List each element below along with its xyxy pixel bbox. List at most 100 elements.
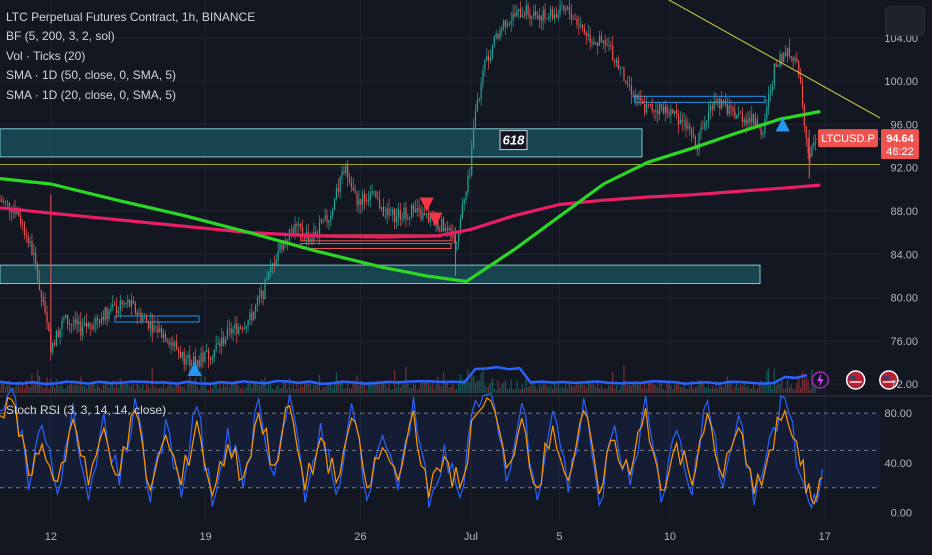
- volume-bar: [578, 384, 580, 393]
- candle-body: [523, 15, 525, 17]
- candle-body: [495, 33, 497, 37]
- candle-body: [161, 328, 163, 338]
- volume-bar: [796, 382, 798, 393]
- candle-body: [439, 229, 441, 232]
- candle-body: [256, 298, 259, 306]
- volume-bar: [655, 385, 657, 393]
- volume-bar: [531, 383, 533, 393]
- volume-bar: [61, 382, 63, 393]
- candle-body: [796, 58, 798, 63]
- volume-bar: [760, 380, 762, 393]
- candle-body: [176, 342, 178, 350]
- volume-bar: [769, 382, 772, 393]
- volume-bar: [20, 387, 22, 393]
- legend-indicator-bf[interactable]: BF (5, 200, 3, 2, sol): [6, 29, 115, 44]
- candle-body: [728, 106, 730, 114]
- volume-bar: [801, 371, 804, 393]
- candle-body: [751, 114, 753, 123]
- volume-bar: [747, 386, 749, 393]
- candle-body: [542, 9, 544, 21]
- candle-body: [548, 15, 550, 19]
- volume-bar: [89, 384, 91, 393]
- volume-bar: [446, 381, 448, 393]
- candle-body: [429, 215, 431, 222]
- volume-bar: [657, 387, 659, 393]
- candle-body: [628, 84, 631, 86]
- volume-bar: [473, 375, 475, 393]
- candle-body: [602, 40, 604, 43]
- candle-body: [115, 304, 118, 314]
- candle-body: [559, 5, 561, 15]
- volume-bar: [177, 383, 180, 393]
- candle-body: [768, 93, 770, 108]
- volume-bar: [754, 389, 757, 393]
- candle-body: [23, 223, 26, 236]
- legend-title[interactable]: LTC Perpetual Futures Contract, 1h, BINA…: [6, 10, 256, 24]
- volume-bar: [234, 384, 236, 393]
- volume-bar: [553, 383, 556, 393]
- candle-body: [251, 312, 253, 321]
- volume-bar: [523, 388, 525, 393]
- volume-bar: [200, 370, 202, 393]
- oscillator-title[interactable]: Stoch RSI (3, 3, 14, 14, close): [6, 403, 167, 417]
- chart-legend: LTC Perpetual Futures Contract, 1h, BINA…: [6, 8, 255, 105]
- candle-body: [713, 100, 715, 110]
- volume-bar: [206, 389, 208, 393]
- legend-indicator-volume[interactable]: Vol · Ticks (20): [6, 48, 86, 63]
- candle-body: [683, 120, 685, 122]
- volume-bar: [476, 381, 478, 393]
- volume-bar: [508, 388, 510, 393]
- candle-body: [550, 9, 552, 16]
- candle-body: [501, 27, 503, 31]
- candle-body: [339, 176, 341, 192]
- volume-bar: [52, 385, 54, 393]
- volume-bar: [692, 389, 695, 393]
- candle-body: [512, 13, 514, 21]
- volume-bar: [211, 389, 213, 393]
- volume-bar: [773, 368, 775, 393]
- volume-bar: [555, 386, 557, 393]
- volume-bar: [300, 384, 302, 393]
- candle-body: [149, 321, 151, 329]
- volume-bar: [10, 388, 12, 393]
- legend-indicator-sma-20[interactable]: SMA · 1D (20, close, 0, SMA, 5): [6, 87, 177, 102]
- candle-body: [749, 118, 751, 123]
- candle-body: [38, 279, 41, 291]
- candle-body: [463, 199, 465, 204]
- resistance-zone: [0, 128, 643, 158]
- legend-indicator-sma-50[interactable]: SMA · 1D (50, close, 0, SMA, 5): [6, 68, 177, 83]
- volume-bar: [615, 384, 618, 393]
- candle-body: [286, 240, 289, 242]
- chart-menu-button[interactable]: [885, 6, 925, 36]
- volume-bar: [140, 387, 142, 393]
- volume-bar: [463, 380, 465, 393]
- volume-bar: [332, 387, 334, 393]
- volume-bar: [768, 368, 770, 393]
- volume-bar: [33, 381, 35, 393]
- volume-bar: [653, 384, 655, 393]
- volume-bar: [271, 388, 274, 393]
- volume-bar: [638, 384, 640, 393]
- volume-bar: [807, 380, 809, 393]
- volume-bar: [277, 384, 279, 393]
- volume-bar: [602, 388, 604, 393]
- volume-bar: [800, 387, 802, 393]
- candle-body: [110, 307, 112, 312]
- candle-body: [424, 213, 426, 215]
- candle-body: [301, 227, 304, 235]
- volume-bar: [198, 389, 200, 393]
- volume-bar: [409, 387, 411, 393]
- volume-bar: [570, 385, 572, 393]
- candle-body: [613, 60, 616, 63]
- candle-body: [270, 266, 272, 273]
- support-zones: [0, 95, 880, 323]
- volume-bar: [311, 389, 313, 393]
- candle-body: [341, 171, 343, 177]
- volume-bar: [448, 387, 450, 393]
- volume-bar: [326, 385, 328, 393]
- candle-body: [576, 18, 578, 25]
- volume-bar: [542, 382, 544, 393]
- volume-bar: [764, 382, 766, 393]
- volume-bar: [813, 384, 815, 393]
